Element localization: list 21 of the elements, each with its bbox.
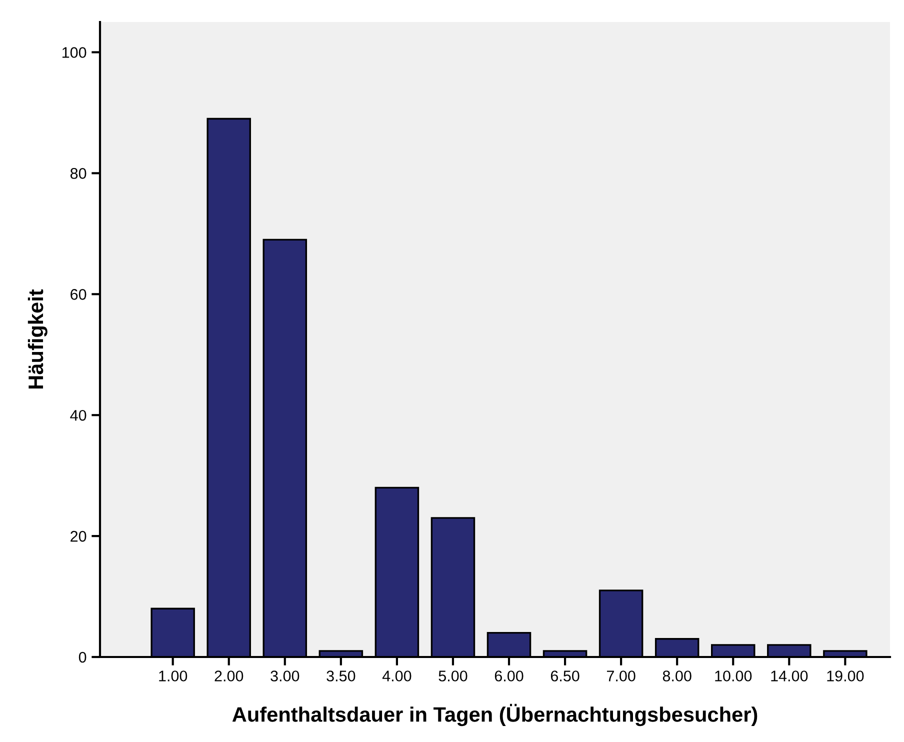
x-tick-label: 4.00 xyxy=(382,670,412,682)
y-tick-label: 0 xyxy=(78,652,86,663)
y-tick-label: 100 xyxy=(62,47,86,58)
x-tick-label: 5.00 xyxy=(438,670,468,682)
x-tick-label: 14.00 xyxy=(771,670,808,682)
y-tick-label: 60 xyxy=(70,289,86,300)
y-axis-title: Häufigkeit xyxy=(28,289,48,388)
x-tick-label: 19.00 xyxy=(827,670,864,682)
x-tick-label: 3.00 xyxy=(270,670,300,682)
x-tick-label: 2.00 xyxy=(214,670,244,682)
x-tick-label: 7.00 xyxy=(606,670,636,682)
y-tick-label: 80 xyxy=(70,168,86,179)
x-tick-label: 3.50 xyxy=(326,670,356,682)
x-tick-label: 6.00 xyxy=(494,670,524,682)
x-tick-label: 8.00 xyxy=(662,670,692,682)
x-tick-label: 10.00 xyxy=(715,670,752,682)
x-axis-title: Aufenthaltsdauer in Tagen (Übernachtungsbesucher) xyxy=(232,704,758,726)
x-tick-label: 6.50 xyxy=(550,670,580,682)
y-tick-label: 40 xyxy=(70,410,86,421)
y-tick-label: 20 xyxy=(70,530,86,542)
x-tick-label: 1.00 xyxy=(159,670,188,682)
